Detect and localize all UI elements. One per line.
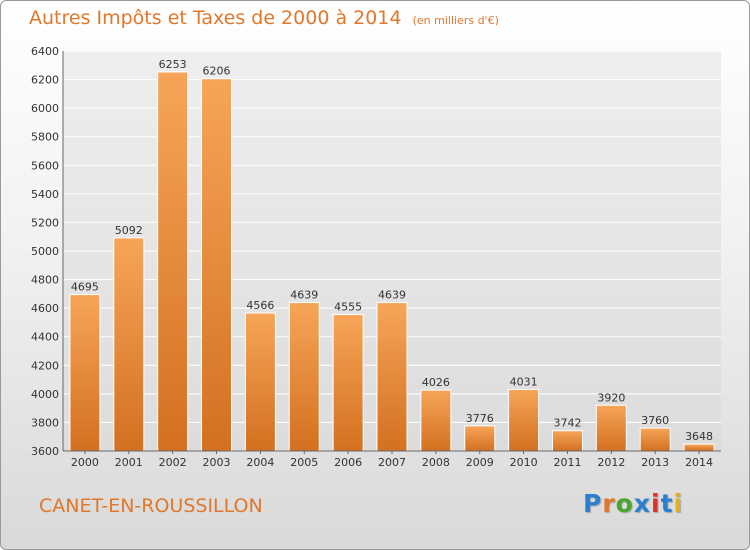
data-label: 4695 xyxy=(71,281,99,294)
y-tick-label: 6200 xyxy=(31,74,59,87)
y-tick-label: 5200 xyxy=(31,216,59,229)
x-tick-label: 2009 xyxy=(466,456,494,469)
y-tick-label: 6400 xyxy=(31,45,59,58)
data-label: 4555 xyxy=(334,301,362,314)
chart-subtitle: (en milliers d'€) xyxy=(412,14,499,27)
bar xyxy=(595,404,627,452)
data-label: 6206 xyxy=(203,65,231,78)
data-label: 5092 xyxy=(115,224,143,237)
data-label: 3742 xyxy=(553,417,581,430)
data-label: 4566 xyxy=(246,299,274,312)
x-tick-label: 2008 xyxy=(422,456,450,469)
x-tick-label: 2003 xyxy=(203,456,231,469)
bar xyxy=(639,427,671,452)
x-tick-label: 2012 xyxy=(597,456,625,469)
location-name: CANET-EN-ROUSSILLON xyxy=(39,495,263,517)
logo-letter: r xyxy=(602,489,616,518)
bar xyxy=(288,302,320,452)
x-tick-label: 2000 xyxy=(71,456,99,469)
data-label: 4639 xyxy=(290,289,318,302)
bar xyxy=(157,71,189,452)
logo-letter: P xyxy=(583,489,603,518)
bar xyxy=(464,425,496,452)
x-tick-label: 2006 xyxy=(334,456,362,469)
x-tick-label: 2014 xyxy=(685,456,713,469)
bar xyxy=(683,443,715,452)
bar xyxy=(113,237,145,452)
x-tick-label: 2001 xyxy=(115,456,143,469)
logo-letter: i xyxy=(673,489,684,518)
bar xyxy=(201,78,233,452)
y-tick-label: 4200 xyxy=(31,359,59,372)
bar xyxy=(376,302,408,452)
data-label: 3648 xyxy=(685,430,713,443)
logo-letter: t xyxy=(660,489,674,518)
y-tick-label: 4800 xyxy=(31,274,59,287)
y-tick-label: 3600 xyxy=(31,445,59,458)
y-tick-label: 5800 xyxy=(31,131,59,144)
x-tick-label: 2007 xyxy=(378,456,406,469)
bar xyxy=(551,430,583,452)
bar xyxy=(69,294,101,452)
data-label: 4639 xyxy=(378,289,406,302)
x-tick-label: 2004 xyxy=(246,456,274,469)
chart-title: Autres Impôts et Taxes de 2000 à 2014 xyxy=(29,7,402,29)
y-tick-label: 4600 xyxy=(31,302,59,315)
y-tick-label: 5400 xyxy=(31,188,59,201)
x-tick-label: 2013 xyxy=(641,456,669,469)
logo-letter: x xyxy=(633,489,651,518)
data-label: 4031 xyxy=(510,375,538,388)
y-tick-label: 4400 xyxy=(31,331,59,344)
data-label: 3760 xyxy=(641,414,669,427)
bar xyxy=(508,388,540,452)
bar xyxy=(420,389,452,452)
bar xyxy=(332,314,364,452)
logo-letter: o xyxy=(615,489,634,518)
data-label: 3920 xyxy=(597,391,625,404)
proxiti-logo: Proxiti xyxy=(583,489,683,518)
x-tick-label: 2010 xyxy=(510,456,538,469)
data-label: 3776 xyxy=(466,412,494,425)
x-tick-label: 2005 xyxy=(290,456,318,469)
logo-letter: i xyxy=(651,489,661,518)
bar xyxy=(244,312,276,452)
y-tick-label: 4000 xyxy=(31,388,59,401)
x-tick-label: 2002 xyxy=(159,456,187,469)
data-label: 6253 xyxy=(159,58,187,71)
y-tick-label: 5600 xyxy=(31,159,59,172)
chart-title-block: Autres Impôts et Taxes de 2000 à 2014 (e… xyxy=(29,7,499,29)
y-tick-label: 5000 xyxy=(31,245,59,258)
y-tick-label: 3800 xyxy=(31,416,59,429)
y-tick-label: 6000 xyxy=(31,102,59,115)
x-tick-label: 2011 xyxy=(553,456,581,469)
data-label: 4026 xyxy=(422,376,450,389)
